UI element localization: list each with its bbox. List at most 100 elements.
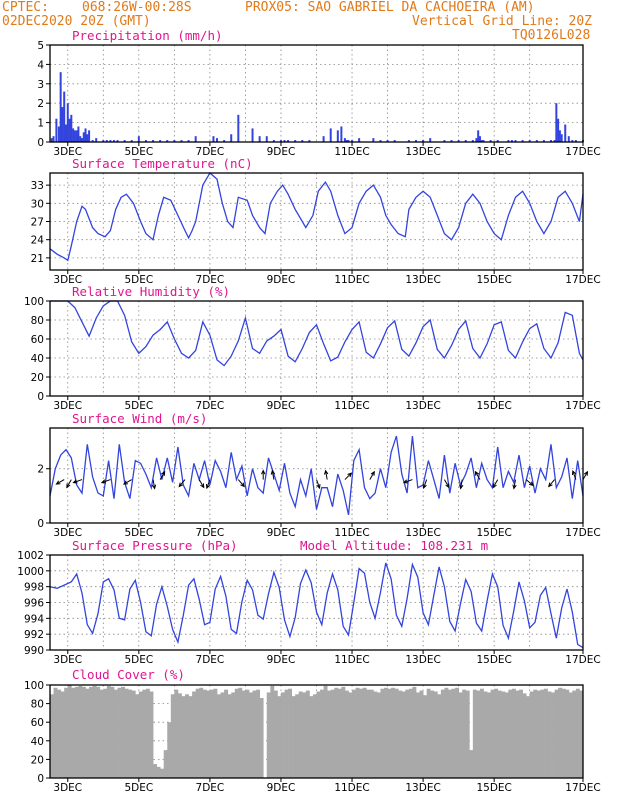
x-tick-label: 3DEC <box>53 654 82 666</box>
panel-5: 990 992 994 996 998 1000 1002 3DEC 5DEC 7DEC 9DEC 1… <box>17 538 600 666</box>
precip-bar <box>283 140 286 142</box>
cloud-cover-bar <box>256 689 261 778</box>
wind-arrow-shaft <box>56 479 65 485</box>
panel-6: 0 20 40 60 80 100 3DEC 5DEC 7DEC 9DEC 11DEC 13DEC 15… <box>24 667 601 794</box>
cloud-cover-bar <box>462 689 467 778</box>
precip-bar <box>557 118 560 142</box>
precip-bar <box>571 140 574 142</box>
precip-bar <box>308 140 311 142</box>
cloud-cover-bar <box>519 689 523 778</box>
wind-vector-arrow <box>525 479 534 487</box>
precip-bar <box>230 134 233 142</box>
panel-title: Relative Humidity (%) <box>72 284 230 299</box>
wind-arrow-head <box>492 483 497 489</box>
wind-arrow-head <box>529 481 534 487</box>
wind-arrow-shaft <box>73 479 83 484</box>
cloud-cover-bar <box>504 692 509 778</box>
x-tick-label: 15DEC <box>476 654 511 666</box>
cloud-cover-bar <box>71 687 76 778</box>
precip-bar <box>84 128 87 142</box>
cloud-cover-bar <box>387 688 392 778</box>
precip-bar <box>194 136 197 142</box>
cloud-cover-bar <box>117 687 122 778</box>
y-tick-label: 0 <box>37 518 44 530</box>
cloud-cover-bar <box>476 690 481 778</box>
x-tick-label: 15DEC <box>476 527 511 539</box>
precip-bar <box>77 126 80 142</box>
precip-bar <box>52 136 55 142</box>
cloud-cover-bar <box>465 690 470 778</box>
precip-bar <box>95 138 98 142</box>
cloud-cover-bar <box>252 690 257 778</box>
x-tick-label: 15DEC <box>476 782 511 794</box>
precip-bar <box>372 138 375 142</box>
wind-arrow-head <box>402 479 409 484</box>
y-tick-label: 0 <box>37 773 44 785</box>
wind-vector-arrow <box>316 479 321 490</box>
wind-vector-arrow <box>159 470 166 480</box>
wind-vector-arrow <box>122 479 132 485</box>
precip-bar <box>521 140 524 142</box>
cloud-cover-bar <box>451 688 456 778</box>
cloud-cover-bar <box>444 687 449 778</box>
wind-vector-arrow <box>402 479 413 484</box>
cloud-cover-bar <box>384 687 388 778</box>
cloud-cover-bar <box>160 768 165 778</box>
x-tick-label: 7DEC <box>196 527 225 539</box>
precip-bar <box>116 140 119 142</box>
panel-frame <box>49 300 584 397</box>
cloud-cover-bar <box>85 688 90 778</box>
cloud-cover-bar <box>50 694 54 778</box>
x-tick-label: 9DEC <box>267 782 296 794</box>
x-tick-label: 9DEC <box>267 527 296 539</box>
cloud-cover-bar <box>536 690 541 778</box>
wind-arrow-head <box>324 469 329 475</box>
wind-vector-arrow <box>205 479 211 490</box>
cloud-cover-bar <box>447 689 452 778</box>
cloud-cover-bar <box>57 689 62 778</box>
wind-arrow-head <box>240 482 245 488</box>
wind-arrow-shaft <box>101 479 111 484</box>
cloud-cover-bar <box>359 688 364 778</box>
wind-arrow-head <box>261 469 266 475</box>
y-tick-label: 27 <box>31 217 44 229</box>
x-tick-label: 13DEC <box>405 654 440 666</box>
cloud-cover-bar <box>380 688 385 778</box>
precip-bar <box>123 140 126 142</box>
precip-bar <box>216 138 219 142</box>
precip-bar <box>75 130 78 142</box>
wind-vector-arrow <box>512 479 517 490</box>
wind-arrow-head <box>422 483 427 490</box>
y-tick-label: 990 <box>24 645 44 657</box>
cloud-cover-bar <box>508 689 513 778</box>
cloud-cover-bar <box>565 689 570 778</box>
precip-bar <box>212 136 215 142</box>
cloud-cover-bar <box>341 686 346 778</box>
cloud-cover-bar <box>483 691 488 778</box>
cloud-cover-bar <box>78 685 83 778</box>
cloud-cover-bar <box>185 694 189 778</box>
precip-bar <box>471 140 474 142</box>
precip-bar <box>443 140 446 142</box>
panel-title: Surface Pressure (hPa) <box>72 538 238 553</box>
cloud-cover-bar <box>487 692 491 778</box>
cloud-cover-bar <box>217 694 221 778</box>
wind-arrow-head <box>459 484 464 490</box>
precip-bar <box>130 140 133 142</box>
precip-bar <box>343 138 346 142</box>
panel-2: 21 24 27 30 33 3DEC 5DEC 7DEC 9DEC 11DEC 13DEC 15DE… <box>31 156 601 286</box>
precip-bar <box>558 130 561 142</box>
cloud-cover-bar <box>568 692 573 778</box>
precip-bar <box>91 140 94 142</box>
cloud-cover-bar <box>352 689 356 778</box>
wind-arrow-head <box>55 480 61 485</box>
wind-arrow-head <box>200 483 205 489</box>
panel-title: Surface Temperature (nC) <box>72 156 253 171</box>
wind-arrow-shaft <box>123 479 132 485</box>
wind-vector-arrow <box>324 469 329 480</box>
y-tick-label: 60 <box>31 717 44 729</box>
precip-bar <box>223 140 226 142</box>
precip-bar <box>555 103 558 142</box>
x-tick-label: 3DEC <box>53 782 82 794</box>
precip-bar <box>251 128 254 142</box>
